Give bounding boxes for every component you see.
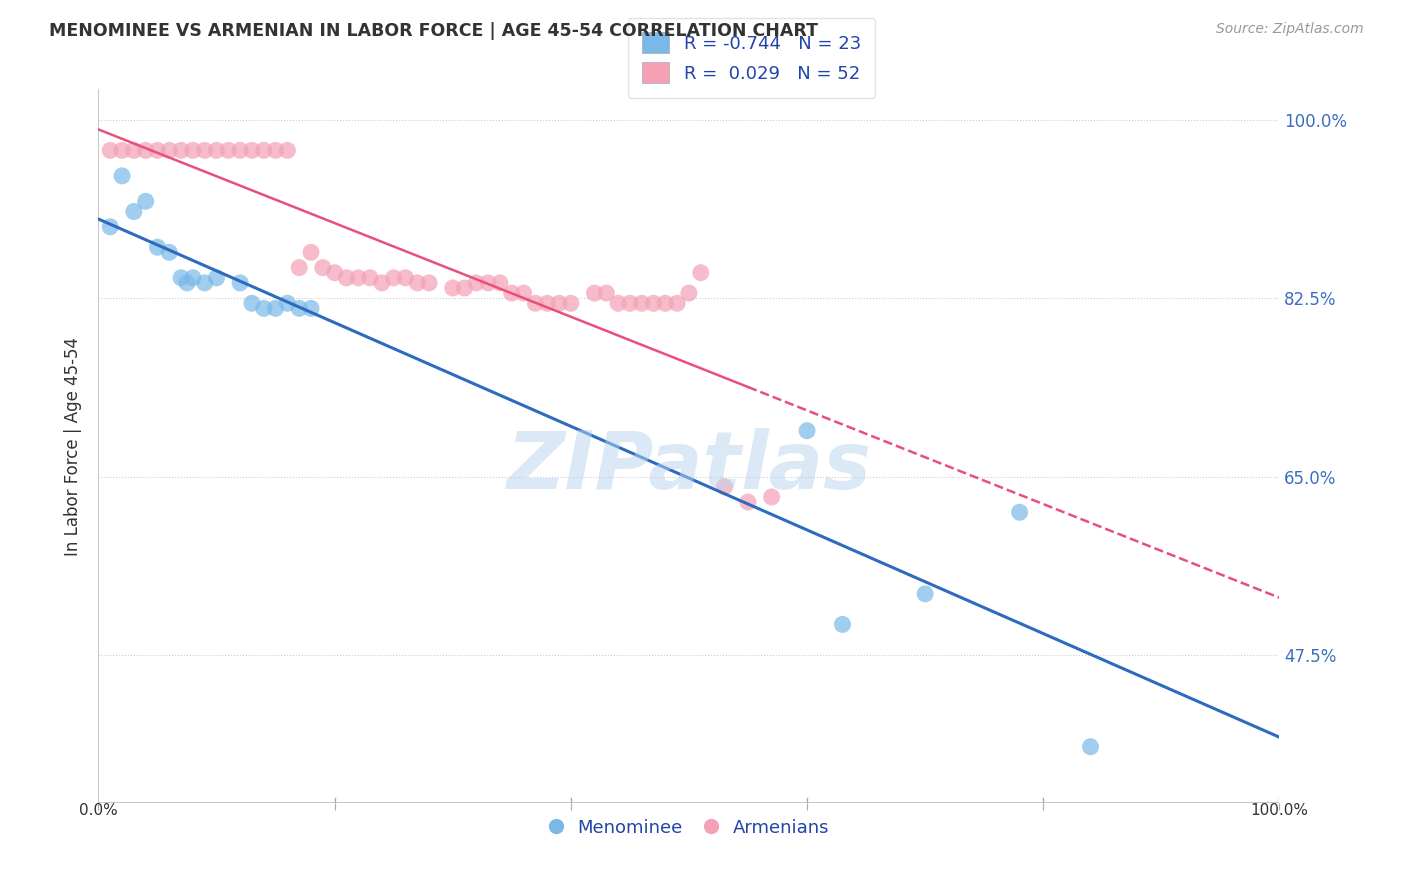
Point [176, 276, 198, 290]
Point [359, 270, 381, 285]
Point [654, 296, 676, 310]
Point [761, 490, 783, 504]
Point [135, 194, 157, 209]
Point [831, 617, 853, 632]
Point [347, 270, 370, 285]
Point [371, 276, 394, 290]
Point [157, 245, 180, 260]
Point [111, 169, 134, 183]
Point [253, 144, 276, 158]
Point [489, 276, 512, 290]
Point [264, 144, 287, 158]
Point [536, 296, 558, 310]
Text: Source: ZipAtlas.com: Source: ZipAtlas.com [1216, 22, 1364, 37]
Text: 0.0%: 0.0% [79, 803, 118, 818]
Point [335, 270, 357, 285]
Point [264, 301, 287, 316]
Point [607, 296, 630, 310]
Point [205, 144, 228, 158]
Point [1080, 739, 1102, 754]
Point [689, 266, 711, 280]
Point [111, 144, 134, 158]
Point [170, 270, 193, 285]
Point [323, 266, 346, 280]
Point [524, 296, 547, 310]
Point [135, 144, 157, 158]
Point [465, 276, 488, 290]
Text: 100.0%: 100.0% [1250, 803, 1309, 818]
Point [418, 276, 440, 290]
Point [122, 204, 145, 219]
Point [205, 270, 228, 285]
Point [288, 260, 311, 275]
Point [619, 296, 641, 310]
Point [382, 270, 405, 285]
Point [170, 144, 193, 158]
Point [666, 296, 689, 310]
Point [240, 144, 263, 158]
Point [229, 276, 252, 290]
Point [217, 144, 239, 158]
Point [122, 144, 145, 158]
Point [477, 276, 499, 290]
Point [98, 219, 121, 234]
Point [299, 245, 322, 260]
Point [583, 286, 606, 301]
Point [299, 301, 322, 316]
Point [98, 144, 121, 158]
Point [146, 240, 169, 254]
Point [194, 144, 217, 158]
Point [157, 144, 180, 158]
Point [394, 270, 416, 285]
Point [441, 281, 464, 295]
Point [181, 144, 204, 158]
Point [194, 276, 217, 290]
Point [560, 296, 582, 310]
Point [737, 495, 759, 509]
Point [146, 144, 169, 158]
Point [796, 424, 818, 438]
Point [276, 296, 298, 310]
Point [595, 286, 617, 301]
Point [548, 296, 571, 310]
Text: MENOMINEE VS ARMENIAN IN LABOR FORCE | AGE 45-54 CORRELATION CHART: MENOMINEE VS ARMENIAN IN LABOR FORCE | A… [49, 22, 818, 40]
Point [630, 296, 652, 310]
Point [713, 480, 735, 494]
Legend: Menominee, Armenians: Menominee, Armenians [541, 812, 837, 844]
Point [181, 270, 204, 285]
Point [1008, 505, 1031, 519]
Point [229, 144, 252, 158]
Point [253, 301, 276, 316]
Point [312, 260, 335, 275]
Point [678, 286, 700, 301]
Point [643, 296, 665, 310]
Point [288, 301, 311, 316]
Point [501, 286, 523, 301]
Point [453, 281, 475, 295]
Text: ZIPatlas: ZIPatlas [506, 428, 872, 507]
Point [240, 296, 263, 310]
Point [914, 587, 936, 601]
Point [406, 276, 429, 290]
Y-axis label: In Labor Force | Age 45-54: In Labor Force | Age 45-54 [65, 336, 83, 556]
Point [512, 286, 534, 301]
Point [276, 144, 298, 158]
